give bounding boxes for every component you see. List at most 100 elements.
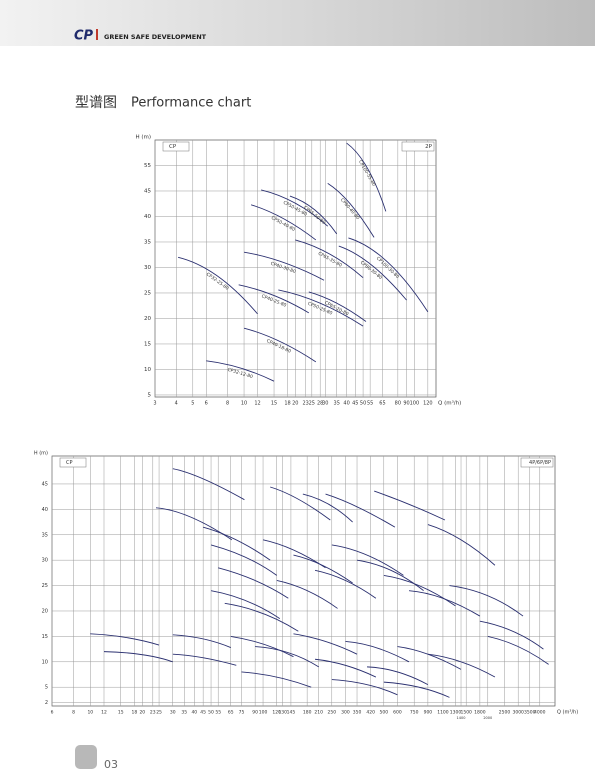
y-tick-label: 35 <box>144 239 151 245</box>
performance-curve <box>103 651 173 663</box>
x-tick-label: 2500 <box>499 710 511 716</box>
x-tick-label: 900 <box>424 710 433 716</box>
x-axis-label: Q (m³/h) <box>438 400 461 407</box>
logo-mark <box>96 29 98 40</box>
performance-curve <box>270 486 331 521</box>
x-tick-label: 2000 <box>483 716 492 720</box>
x-tick-label: 6 <box>205 401 208 407</box>
x-tick-label: 3500 <box>524 710 536 716</box>
performance-curve <box>172 468 245 501</box>
y-tick-label: 30 <box>144 265 151 271</box>
label-box <box>401 141 435 152</box>
x-tick-label: 12 <box>101 710 107 716</box>
x-tick-label: 500 <box>379 710 388 716</box>
x-tick-label: 28 <box>317 401 323 407</box>
plot-frame <box>51 455 556 707</box>
x-tick-label: 65 <box>379 401 385 407</box>
x-tick-label: 4000 <box>534 710 546 716</box>
y-tick-label: 55 <box>144 163 151 169</box>
performance-curve <box>210 590 281 619</box>
x-tick-label: 750 <box>410 710 419 716</box>
x-tick-label: 40 <box>191 710 197 716</box>
x-tick-label: 8 <box>226 401 229 407</box>
x-tick-label: 145 <box>287 710 296 716</box>
performance-curve <box>262 539 326 569</box>
performance-curve <box>172 634 231 648</box>
performance-curve <box>218 567 289 599</box>
y-tick-label: 5 <box>45 685 48 691</box>
page-icon <box>75 745 97 769</box>
curve-label: CP40-30-80 <box>270 261 297 275</box>
performance-curve <box>331 544 404 576</box>
x-tick-label: 55 <box>215 710 221 716</box>
performance-curve <box>367 666 429 686</box>
y-axis-label: H (m) <box>135 135 151 141</box>
y-tick-label: 20 <box>144 316 151 322</box>
performance-curve <box>238 284 310 314</box>
x-tick-label: 35 <box>181 710 187 716</box>
x-tick-label: 5 <box>191 401 194 407</box>
performance-curve <box>427 653 496 678</box>
x-tick-label: 45 <box>200 710 206 716</box>
performance-curve <box>302 493 353 523</box>
performance-curve <box>206 360 275 382</box>
y-tick-label: 2 <box>45 700 48 706</box>
x-tick-label: 30 <box>170 710 176 716</box>
y-tick-label: 15 <box>42 634 48 640</box>
performance-curve <box>327 182 375 238</box>
x-tick-label: 15 <box>271 401 277 407</box>
performance-curve <box>331 679 398 696</box>
x-axis-label: Q (m³/h) <box>557 710 578 716</box>
y-tick-label: 40 <box>42 507 48 513</box>
x-tick-label: 180 <box>303 710 312 716</box>
x-tick-label: 12 <box>254 401 260 407</box>
performance-curve <box>314 569 377 599</box>
series-label: CP <box>169 144 177 150</box>
x-tick-label: 23 <box>302 401 308 407</box>
y-tick-label: 10 <box>144 367 151 373</box>
performance-curve <box>374 490 446 521</box>
performance-curve <box>289 195 338 235</box>
title-cn: 型谱图 <box>75 95 117 111</box>
x-tick-label: 3 <box>153 401 156 407</box>
x-tick-label: 20 <box>292 401 298 407</box>
curve-label: CP32-12-80 <box>227 367 254 380</box>
performance-curve <box>427 524 496 566</box>
x-tick-label: 1500 <box>460 710 472 716</box>
y-tick-label: 30 <box>42 558 48 564</box>
speed-label: 4P/6P/8P <box>529 460 551 466</box>
curve-label: CP100-55-80 <box>357 159 377 187</box>
y-tick-label: 15 <box>144 341 151 347</box>
performance-curve <box>356 559 424 592</box>
performance-curve <box>261 189 329 227</box>
y-tick-label: 20 <box>42 608 48 614</box>
x-tick-label: 50 <box>208 710 214 716</box>
x-tick-label: 23 <box>150 710 156 716</box>
x-tick-label: 55 <box>367 401 373 407</box>
performance-curve <box>346 142 387 212</box>
x-tick-label: 18 <box>132 710 138 716</box>
y-tick-label: 35 <box>42 532 48 538</box>
x-tick-label: 75 <box>239 710 245 716</box>
y-tick-label: 45 <box>144 188 151 194</box>
performance-curve <box>255 646 319 668</box>
performance-curve <box>276 580 338 609</box>
performance-curve <box>90 633 160 646</box>
performance-curve <box>325 493 396 528</box>
x-tick-label: 210 <box>314 710 323 716</box>
x-tick-label: 600 <box>393 710 402 716</box>
performance-curve <box>243 327 317 363</box>
performance-curve <box>177 256 258 315</box>
x-tick-label: 130 <box>278 710 287 716</box>
series-label: CP <box>66 460 73 466</box>
x-tick-label: 4 <box>175 401 178 407</box>
x-tick-label: 120 <box>423 401 433 407</box>
y-tick-label: 25 <box>144 290 151 296</box>
performance-curve <box>224 602 299 632</box>
performance-curve <box>172 653 237 666</box>
performance-curve <box>408 590 481 617</box>
x-tick-label: 100 <box>410 401 420 407</box>
performance-curve <box>210 544 277 576</box>
performance-curve <box>383 574 456 607</box>
